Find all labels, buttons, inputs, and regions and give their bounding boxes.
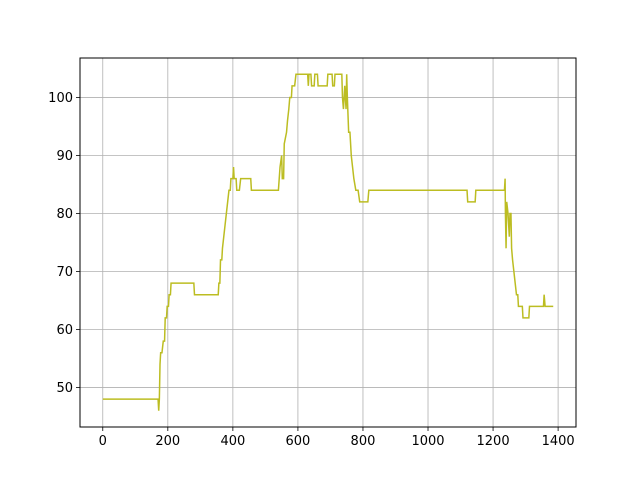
axes-frame (79, 57, 577, 428)
x-tick-label: 1200 (477, 434, 510, 449)
series-line (102, 73, 554, 411)
y-tick-label: 80 (56, 207, 73, 222)
y-tick-label: 60 (56, 323, 73, 338)
x-tick-label: 1000 (411, 434, 444, 449)
y-tick-label: 70 (56, 265, 73, 280)
x-tick-label: 0 (99, 434, 107, 449)
x-tick-label: 400 (220, 434, 245, 449)
y-tick-label: 100 (48, 91, 73, 106)
x-tick-label: 800 (351, 434, 376, 449)
grid (80, 58, 576, 427)
ticks: 0 200 400 600 800 1000 1200 1400 50 60 70 80 90 100 (48, 91, 574, 449)
plot-area (80, 58, 576, 427)
x-tick-label: 600 (286, 434, 311, 449)
series-layer (102, 73, 554, 411)
x-tick-label: 1400 (542, 434, 575, 449)
y-tick-label: 50 (56, 381, 73, 396)
x-tick-label: 200 (155, 434, 180, 449)
y-tick-label: 90 (56, 149, 73, 164)
